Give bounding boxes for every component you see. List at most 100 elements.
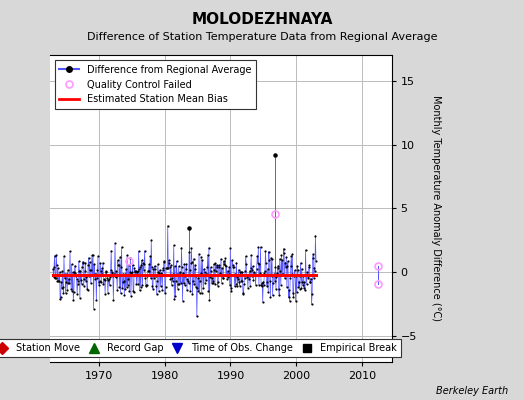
Point bbox=[208, 274, 216, 281]
Point bbox=[292, 273, 300, 279]
Point bbox=[133, 269, 141, 275]
Point bbox=[125, 288, 134, 294]
Point bbox=[119, 270, 127, 277]
Point bbox=[284, 258, 292, 265]
Point bbox=[123, 252, 132, 258]
Point bbox=[83, 286, 91, 292]
Point bbox=[91, 271, 99, 277]
Point bbox=[241, 274, 249, 281]
Point bbox=[127, 270, 136, 276]
Point bbox=[244, 285, 252, 291]
Point bbox=[209, 279, 217, 286]
Point bbox=[271, 152, 279, 158]
Point bbox=[231, 271, 239, 277]
Point bbox=[189, 256, 198, 262]
Point bbox=[287, 263, 295, 269]
Point bbox=[114, 257, 122, 264]
Point bbox=[259, 282, 268, 288]
Point bbox=[161, 284, 170, 290]
Point bbox=[108, 268, 116, 275]
Point bbox=[112, 268, 121, 274]
Point bbox=[182, 261, 191, 267]
Point bbox=[214, 279, 222, 285]
Point bbox=[247, 273, 256, 280]
Point bbox=[173, 271, 181, 277]
Point bbox=[221, 261, 229, 268]
Point bbox=[279, 246, 288, 252]
Point bbox=[89, 272, 97, 279]
Point bbox=[79, 259, 87, 265]
Point bbox=[52, 252, 60, 258]
Point bbox=[252, 272, 260, 278]
Point bbox=[223, 268, 232, 274]
Point bbox=[193, 313, 201, 320]
Point bbox=[224, 274, 232, 280]
Point bbox=[225, 264, 233, 270]
Point bbox=[97, 265, 106, 272]
Point bbox=[216, 270, 225, 277]
Point bbox=[217, 256, 225, 262]
Point bbox=[118, 284, 126, 291]
Point bbox=[196, 278, 204, 284]
Point bbox=[70, 269, 79, 276]
Point bbox=[151, 273, 160, 279]
Point bbox=[105, 276, 113, 282]
Point bbox=[116, 290, 125, 296]
Point bbox=[170, 242, 178, 248]
Point bbox=[71, 262, 79, 269]
Point bbox=[286, 275, 294, 282]
Point bbox=[168, 275, 176, 281]
Point bbox=[127, 292, 135, 299]
Point bbox=[171, 292, 180, 299]
Point bbox=[51, 275, 60, 281]
Point bbox=[199, 272, 207, 278]
Point bbox=[278, 257, 287, 263]
Point bbox=[115, 284, 124, 290]
Point bbox=[151, 266, 159, 272]
Point bbox=[154, 269, 162, 276]
Point bbox=[147, 237, 156, 244]
Point bbox=[113, 287, 122, 293]
Point bbox=[253, 253, 261, 260]
Point bbox=[161, 290, 169, 296]
Point bbox=[176, 271, 184, 278]
Point bbox=[202, 270, 211, 277]
Point bbox=[72, 273, 80, 280]
Point bbox=[83, 287, 92, 294]
Point bbox=[233, 282, 242, 289]
Point bbox=[301, 247, 310, 253]
Point bbox=[196, 270, 205, 276]
Point bbox=[139, 260, 147, 266]
Point bbox=[75, 268, 83, 274]
Point bbox=[217, 279, 226, 286]
Point bbox=[165, 257, 173, 264]
Point bbox=[62, 270, 71, 277]
Point bbox=[302, 271, 310, 278]
Point bbox=[92, 271, 100, 277]
Point bbox=[270, 278, 279, 284]
Point bbox=[291, 298, 300, 305]
Point bbox=[279, 271, 287, 277]
Point bbox=[178, 298, 187, 304]
Point bbox=[238, 269, 247, 275]
Point bbox=[128, 268, 136, 275]
Point bbox=[124, 282, 132, 288]
Point bbox=[117, 264, 125, 271]
Point bbox=[155, 270, 163, 276]
Point bbox=[123, 284, 131, 290]
Point bbox=[87, 267, 95, 274]
Point bbox=[277, 252, 286, 258]
Point bbox=[122, 266, 130, 272]
Point bbox=[283, 263, 292, 270]
Point bbox=[296, 285, 304, 292]
Point bbox=[146, 272, 154, 278]
Point bbox=[144, 268, 152, 275]
Point bbox=[188, 291, 196, 298]
Point bbox=[242, 253, 250, 259]
Point bbox=[243, 272, 252, 278]
Point bbox=[245, 268, 254, 274]
Point bbox=[311, 268, 319, 274]
Point bbox=[177, 280, 185, 286]
Point bbox=[74, 278, 82, 284]
Point bbox=[149, 266, 158, 272]
